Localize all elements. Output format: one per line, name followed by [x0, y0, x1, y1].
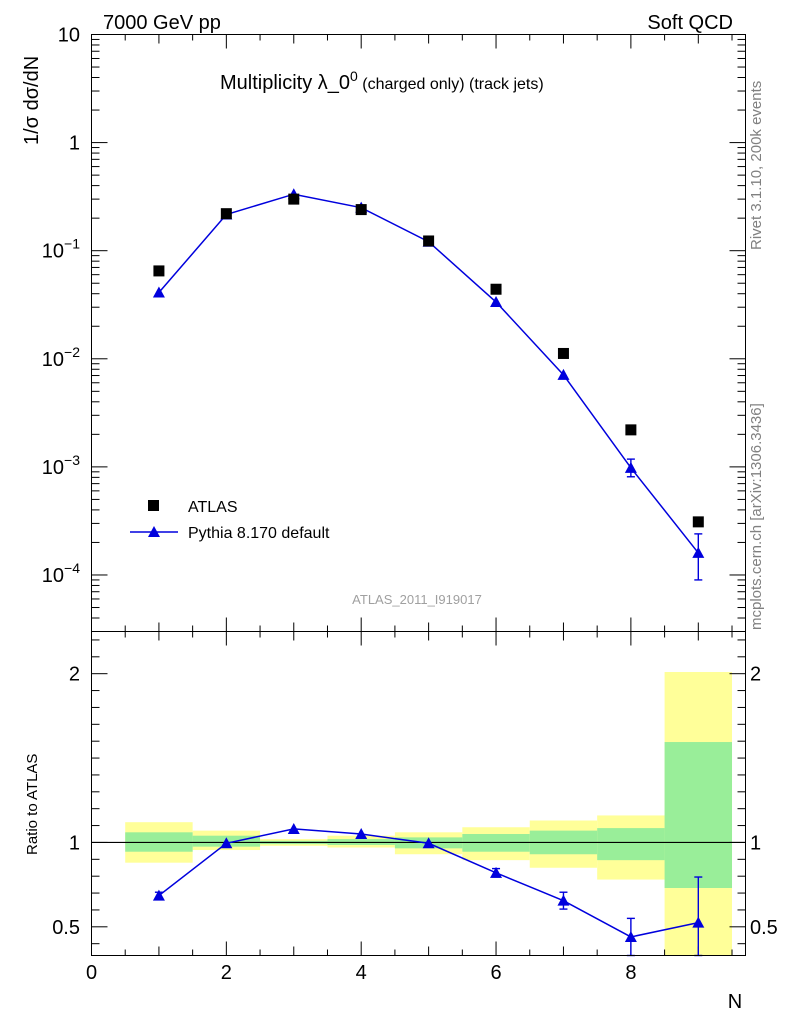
ratio-point: [422, 837, 435, 849]
header-left: 7000 GeV pp: [103, 12, 221, 34]
x-tick-label: 4: [356, 962, 367, 984]
y-tick-label: 10−1: [42, 236, 80, 263]
ratio-tick-label-right: 1: [750, 832, 761, 854]
x-tick-label: 6: [490, 962, 501, 984]
ratio-point: [490, 866, 503, 878]
y-tick-label: 1: [69, 133, 80, 155]
pythia-point: [490, 296, 503, 308]
y-tick-base: 10: [42, 349, 64, 371]
ratio-point: [220, 837, 233, 849]
y-tick-exponent: −3: [64, 452, 80, 468]
ratio-point: [624, 930, 637, 942]
y-axis-label: 1/σ dσ/dN: [21, 56, 43, 145]
band-green-9: [664, 742, 733, 888]
pythia-point: [152, 286, 165, 298]
ratio-frame: [91, 631, 746, 956]
ratio-point: [287, 822, 300, 834]
legend: ATLAS Pythia 8.170 default: [130, 499, 330, 542]
legend-atlas-label: ATLAS: [188, 499, 238, 516]
x-tick-label: 2: [221, 962, 232, 984]
atlas-point: [490, 283, 502, 295]
y-tick-base: 10: [42, 457, 64, 479]
y-tick-label: 10−3: [42, 452, 80, 479]
y-tick-exponent: −4: [64, 560, 80, 576]
pythia-point: [692, 546, 705, 558]
ratio-tick-label-right: 0.5: [750, 917, 778, 939]
atlas-point: [423, 235, 435, 247]
atlas-point: [153, 265, 165, 277]
ratio-y-axis-label: Ratio to ATLAS: [24, 754, 41, 855]
ratio-point: [152, 889, 165, 901]
y-tick-base: 10: [42, 241, 64, 263]
y-tick-exponent: −2: [64, 344, 80, 360]
ratio-tick-label-left: 2: [69, 664, 80, 686]
x-axis-label: N: [728, 991, 742, 1013]
ratio-point: [692, 916, 705, 928]
y-tick-base: 10: [42, 565, 64, 587]
band-green-8: [597, 828, 665, 861]
legend-atlas-marker: [148, 500, 159, 511]
header-right: Soft QCD: [647, 12, 733, 34]
pythia-point: [624, 461, 637, 473]
atlas-point: [220, 208, 232, 220]
atlas-point: [288, 193, 300, 205]
y-tick-label: 10−4: [42, 560, 80, 587]
x-tick-label: 0: [86, 962, 97, 984]
x-tick-label: 8: [625, 962, 636, 984]
y-tick-exponent: −1: [64, 236, 80, 252]
atlas-point: [692, 516, 704, 528]
ratio-tick-label-left: 1: [69, 832, 80, 854]
y-tick-label: 10: [58, 25, 80, 47]
legend-pythia-label: Pythia 8.170 default: [188, 525, 330, 542]
y-tick-label: 10−2: [42, 344, 80, 371]
side-rivet: Rivet 3.1.10, 200k events: [748, 81, 765, 250]
legend-pythia-marker: [148, 526, 160, 537]
pythia-line: [158, 193, 699, 554]
chart-title-main: Multiplicity λ_0: [220, 72, 350, 94]
analysis-id: ATLAS_2011_I919017: [352, 592, 482, 607]
pythia-point: [557, 368, 570, 380]
chart-title-suffix: (charged only) (track jets): [358, 76, 544, 93]
atlas-point: [625, 424, 637, 436]
chart-title: Multiplicity λ_00 (charged only) (track …: [220, 68, 544, 94]
ratio-point: [355, 828, 368, 839]
chart-title-sup: 0: [350, 68, 358, 84]
ratio-point: [557, 894, 570, 906]
atlas-point: [355, 204, 367, 216]
ratio-tick-label-left: 0.5: [52, 917, 80, 939]
side-mcplots: mcplots.cern.ch [arXiv:1306.3436]: [748, 403, 765, 630]
atlas-point: [557, 347, 569, 359]
ratio-tick-label-right: 2: [750, 664, 761, 686]
